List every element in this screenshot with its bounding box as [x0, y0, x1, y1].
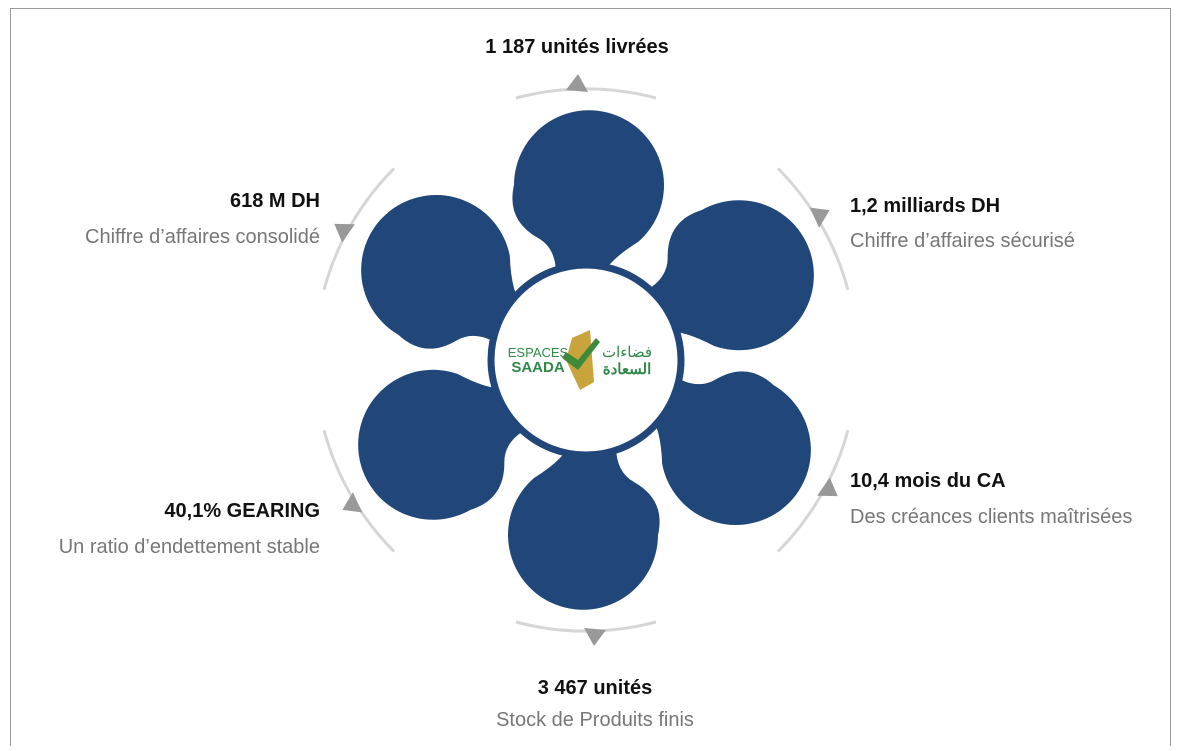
- petal-group: [322, 167, 524, 349]
- guide-arrow: [342, 492, 363, 513]
- item-caption: Stock de Produits finis: [496, 709, 694, 731]
- petals: [322, 74, 850, 646]
- item-value: 10,4 mois du CA: [850, 470, 1006, 492]
- petal-group: [322, 369, 527, 553]
- logo-text: ESPACES: [508, 345, 569, 360]
- petal: [645, 200, 814, 351]
- item-caption: Un ratio d’endettement stable: [59, 536, 320, 558]
- petal: [512, 110, 664, 280]
- petal-group: [645, 167, 850, 351]
- item-caption: Chiffre d’affaires sécurisé: [850, 230, 1075, 252]
- petal-group: [508, 440, 660, 646]
- guide-arrow: [584, 628, 606, 646]
- guide-arrow: [809, 207, 830, 228]
- logo-check: [562, 338, 600, 370]
- item-caption: Des créances clients maîtrisées: [850, 506, 1132, 528]
- item-value: 40,1% GEARING: [164, 500, 320, 522]
- item-value: 3 467 unités: [538, 677, 653, 699]
- item-value: 1,2 milliards DH: [850, 195, 1000, 217]
- logo-text: فضاءات: [602, 344, 652, 361]
- logo-text: السعادة: [603, 361, 651, 378]
- petal-group: [648, 371, 850, 553]
- guide-arrow: [334, 223, 355, 243]
- petal: [358, 369, 527, 520]
- petal: [361, 195, 524, 349]
- item-value: 618 M DH: [230, 190, 320, 212]
- item-value: 1 187 unités livrées: [485, 36, 668, 58]
- logo-text: SAADA: [511, 359, 565, 376]
- logo: ESPACES SAADA فضاءات السعادة: [508, 330, 652, 390]
- frame: [10, 8, 1171, 751]
- petal: [648, 371, 811, 525]
- item-caption: Chiffre d’affaires consolidé: [85, 226, 320, 248]
- guide-arrow: [817, 477, 838, 497]
- petal: [508, 440, 660, 610]
- petal-group: [512, 74, 664, 280]
- guide-arrow: [566, 74, 588, 92]
